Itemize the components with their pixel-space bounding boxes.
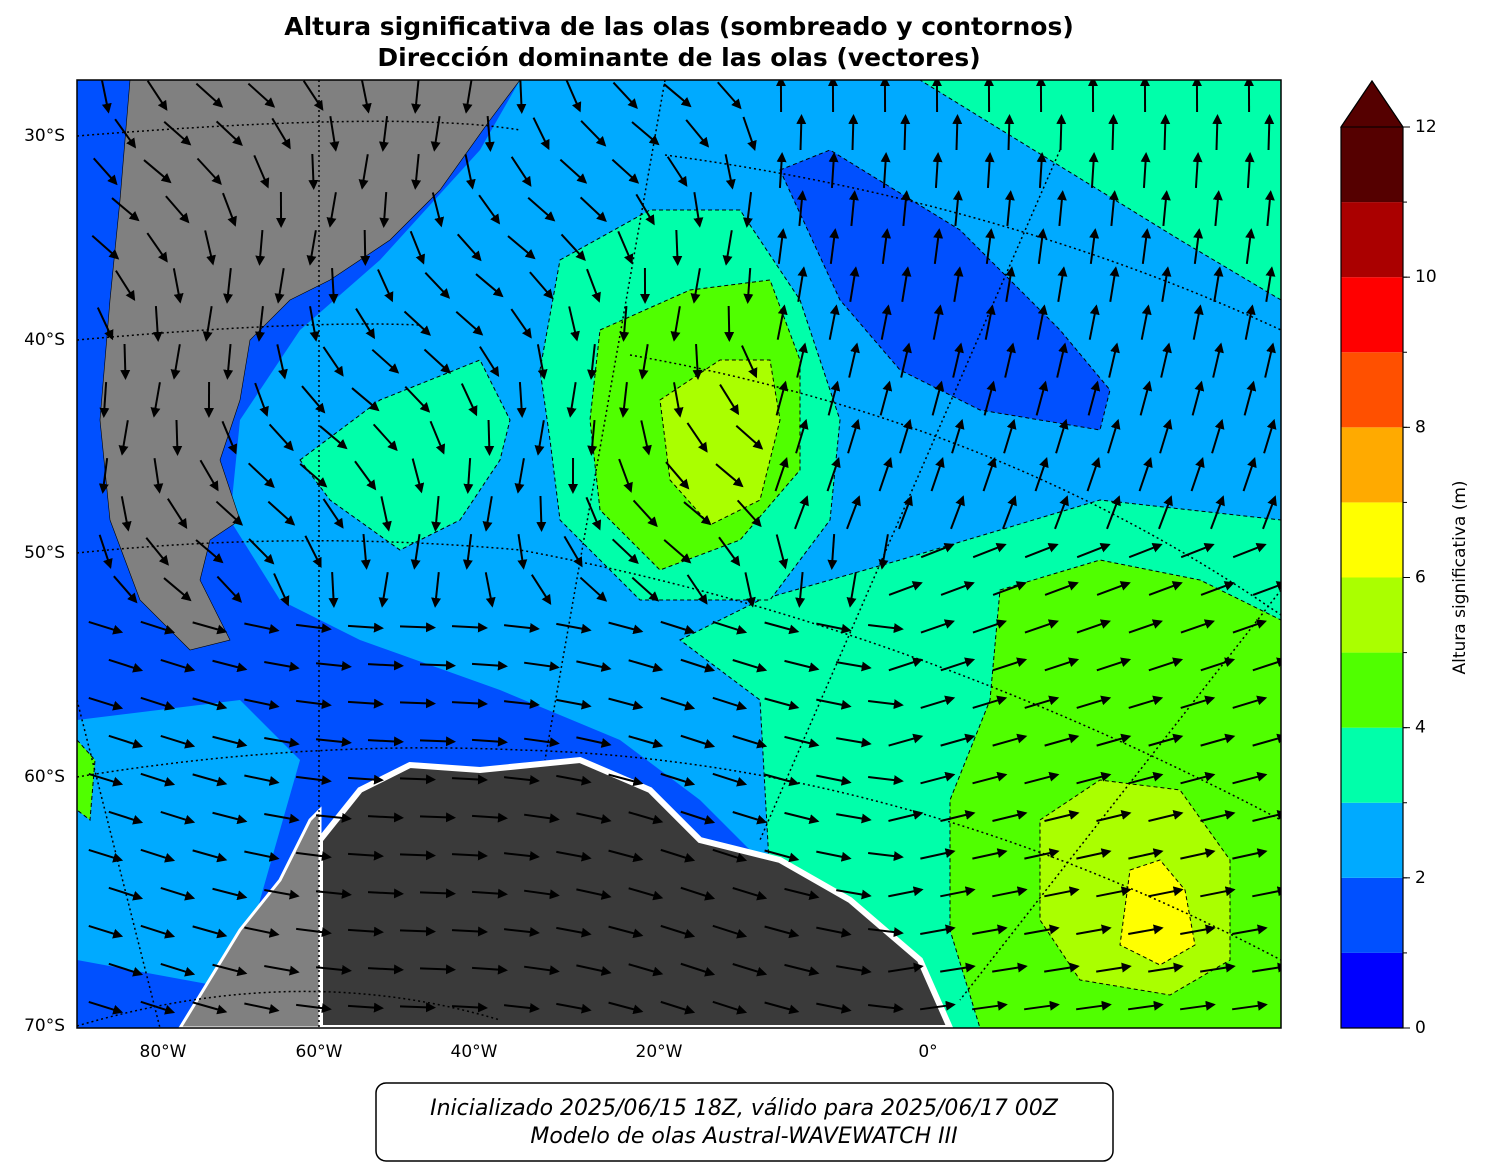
map bbox=[77, 78, 1286, 1028]
colorbar-tick-label: 0 bbox=[1415, 1018, 1426, 1038]
colorbar-band bbox=[1341, 578, 1403, 653]
colorbar-tick-label: 8 bbox=[1415, 417, 1426, 437]
vector bbox=[853, 116, 854, 150]
vector bbox=[400, 854, 434, 855]
vector bbox=[957, 116, 958, 150]
vector bbox=[905, 116, 906, 150]
lat-label: 60°S bbox=[24, 767, 65, 787]
colorbar-extend bbox=[1341, 81, 1403, 127]
vector bbox=[489, 420, 490, 454]
vector bbox=[1217, 116, 1218, 150]
vector bbox=[400, 930, 434, 931]
vector bbox=[365, 230, 366, 264]
lon-label: 40°W bbox=[451, 1042, 498, 1062]
lat-label: 70°S bbox=[24, 1016, 65, 1036]
vector bbox=[676, 230, 677, 264]
vector bbox=[540, 496, 541, 530]
colorbar-band bbox=[1341, 953, 1403, 1028]
title: Altura significativa de las olas (sombre… bbox=[284, 12, 1074, 41]
vector bbox=[1269, 116, 1270, 150]
colorbar-band bbox=[1341, 728, 1403, 803]
colorbar-band bbox=[1341, 653, 1403, 728]
footer-box bbox=[376, 1083, 1113, 1161]
footer-text: Inicializado 2025/06/15 18Z, válido para… bbox=[430, 1096, 1059, 1121]
vector bbox=[420, 892, 454, 893]
colorbar-band bbox=[1341, 202, 1403, 277]
lat-label: 40°S bbox=[24, 330, 65, 350]
vector bbox=[312, 154, 313, 188]
colorbar-tick-label: 2 bbox=[1415, 868, 1426, 888]
title: Dirección dominante de las olas (vectore… bbox=[377, 43, 980, 72]
colorbar-label: Altura significativa (m) bbox=[1450, 480, 1470, 674]
vector bbox=[400, 626, 434, 627]
colorbar-band bbox=[1341, 127, 1403, 202]
vector bbox=[420, 664, 454, 665]
vector bbox=[1009, 116, 1010, 150]
lon-label: 0° bbox=[918, 1042, 937, 1062]
lon-label: 80°W bbox=[140, 1042, 187, 1062]
vector bbox=[1113, 116, 1114, 150]
colorbar-tick-label: 12 bbox=[1415, 117, 1437, 137]
colorbar-tick-label: 4 bbox=[1415, 718, 1426, 738]
lat-label: 30°S bbox=[24, 126, 65, 146]
lat-label: 50°S bbox=[24, 543, 65, 563]
colorbar-band bbox=[1341, 427, 1403, 502]
vector bbox=[729, 306, 730, 340]
vector bbox=[400, 702, 434, 703]
vector bbox=[1061, 116, 1062, 150]
vector bbox=[420, 740, 454, 741]
lon-label: 20°W bbox=[636, 1042, 683, 1062]
colorbar-band bbox=[1341, 352, 1403, 427]
colorbar-band bbox=[1341, 277, 1403, 352]
vector bbox=[176, 420, 177, 454]
footer-text: Modelo de olas Austral-WAVEWATCH III bbox=[530, 1124, 957, 1149]
vector bbox=[125, 344, 126, 378]
colorbar-tick-label: 6 bbox=[1415, 568, 1426, 588]
vector bbox=[801, 116, 802, 150]
vector bbox=[400, 778, 434, 779]
lon-label: 60°W bbox=[296, 1042, 343, 1062]
vector bbox=[420, 968, 454, 969]
colorbar-band bbox=[1341, 803, 1403, 878]
vector bbox=[420, 816, 454, 817]
vector bbox=[400, 1006, 434, 1007]
colorbar-band bbox=[1341, 502, 1403, 577]
vector bbox=[1165, 116, 1166, 150]
colorbar-band bbox=[1341, 878, 1403, 953]
colorbar: 0 2 4 6 8 10 12 Altura significativa (m) bbox=[1341, 81, 1470, 1038]
colorbar-tick-label: 10 bbox=[1415, 267, 1437, 287]
